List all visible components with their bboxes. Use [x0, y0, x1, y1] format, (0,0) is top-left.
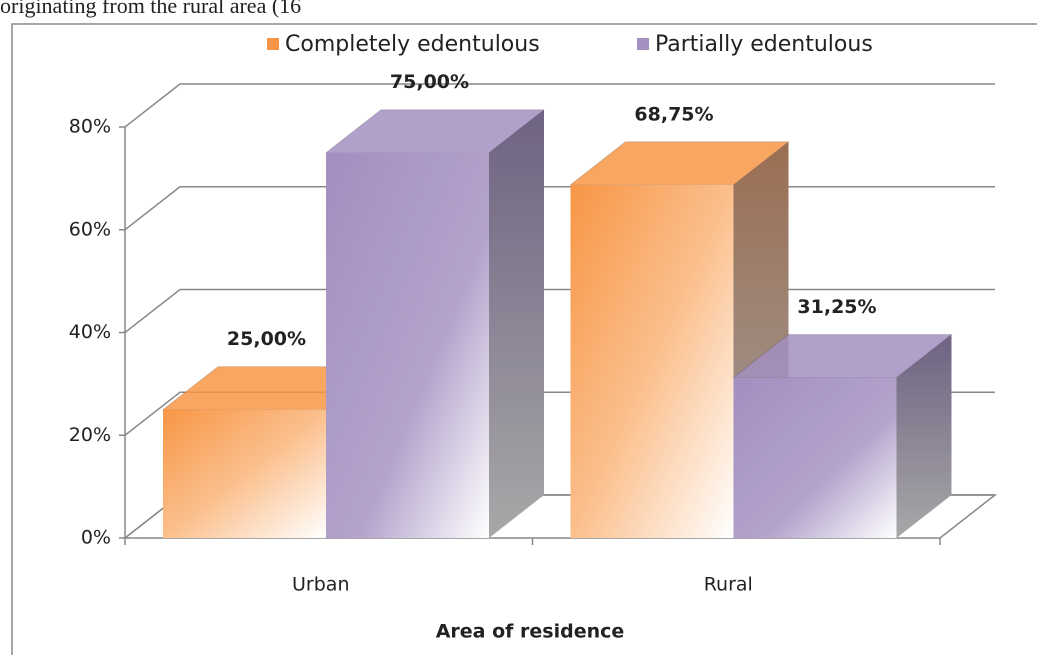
chart: 0% 20% 40% 60% 80% Completely edentulous Parti… [69, 32, 998, 596]
x-tick-label: Urban [292, 574, 349, 596]
data-label: 25,00% [227, 328, 306, 350]
grid-line [124, 83, 995, 128]
bar-side [896, 334, 952, 538]
caption: originating from the rural area (16 [0, 0, 301, 18]
data-label: 75,00% [390, 71, 469, 93]
legend-label: Completely edentulous [285, 32, 540, 57]
legend-swatch [267, 38, 279, 50]
legend-label: Partially edentulous [655, 32, 873, 57]
bar [326, 152, 489, 538]
chart-frame [11, 23, 1037, 655]
bar [163, 409, 326, 538]
x-tick-label: Rural [704, 574, 753, 596]
bar [733, 377, 897, 538]
x-axis-title: Area of residence [436, 621, 625, 643]
y-tick-label: 80% [69, 116, 111, 138]
bar-side [489, 109, 544, 538]
grid-line [124, 186, 995, 231]
y-tick-label: 40% [69, 321, 111, 343]
bar [570, 184, 734, 538]
y-tick-label: 0% [81, 527, 111, 549]
data-label: 31,25% [797, 296, 876, 318]
y-tick-label: 60% [69, 218, 111, 240]
y-tick-label: 20% [69, 424, 111, 446]
legend-swatch [637, 38, 649, 50]
data-label: 68,75% [634, 103, 713, 125]
